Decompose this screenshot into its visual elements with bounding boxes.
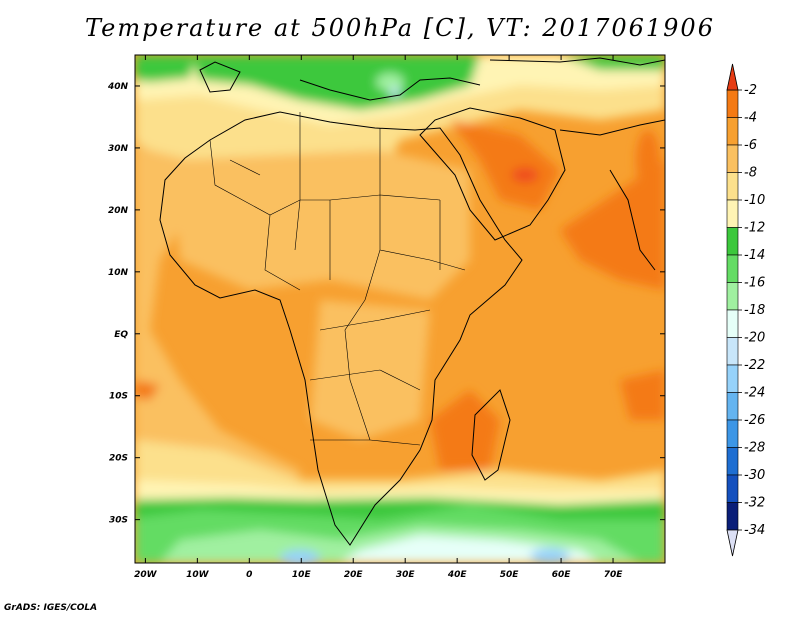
colorbar-segment	[726, 227, 739, 256]
colorbar-label: -10	[744, 193, 765, 208]
temperature-field	[135, 55, 665, 563]
colorbar-label: -28	[744, 441, 765, 456]
longitude-ticks: 20W 10W 0 10E 20E 30E 40E 50E 60E 70E	[134, 55, 623, 580]
latitude-ticks: 40N 30N 20N 10N EQ 10S 20S 30S	[107, 82, 665, 526]
colorbar-segment	[726, 254, 739, 283]
lon-tick-label: 10W	[186, 570, 210, 580]
colorbar-label: -26	[744, 413, 765, 428]
colorbar-bottom-arrow	[726, 529, 739, 557]
colorbar-segment	[726, 199, 739, 228]
lat-tick-label: 30N	[108, 144, 129, 154]
colorbar-label: -6	[744, 138, 757, 153]
lat-tick-label: 10N	[108, 268, 129, 278]
colorbar-segment	[726, 172, 739, 201]
lon-tick-label: 30E	[396, 570, 416, 580]
colorbar-label: -2	[744, 83, 757, 98]
grads-credit: GrADS: IGES/COLA	[4, 603, 98, 613]
colorbar-segment	[726, 502, 739, 531]
plot-frame	[134, 54, 666, 564]
lon-tick-label: 50E	[500, 570, 520, 580]
lon-tick-label: 40E	[447, 570, 468, 580]
colorbar-segment	[726, 144, 739, 173]
map-title: Temperature at 500hPa [C], VT: 201706190…	[85, 14, 715, 42]
colorbar-top-arrow	[726, 63, 739, 91]
lat-tick-label: 20N	[108, 206, 129, 216]
lat-tick-label: EQ	[114, 330, 128, 340]
lat-tick-label: 30S	[109, 516, 128, 526]
colorbar-label: -18	[744, 303, 765, 318]
colorbar-label: -12	[744, 221, 765, 236]
lon-tick-label: 60E	[552, 570, 572, 580]
colorbar-label: -34	[744, 523, 765, 538]
colorbar-label: -22	[744, 358, 765, 373]
colorbar-label: -4	[744, 111, 757, 126]
colorbar-label: -14	[744, 248, 765, 263]
country-borders	[209, 112, 466, 446]
colorbar: -2 -4 -6 -8 -10 -12 -14 -16 -18 -20 -22 -24 -26 -28 -3…	[726, 63, 765, 557]
colorbar-segment	[726, 117, 739, 146]
lon-tick-label: 10E	[292, 570, 312, 580]
colorbar-segment	[726, 309, 739, 338]
colorbar-label: -32	[744, 496, 765, 511]
colorbar-label: -8	[744, 166, 757, 181]
colorbar-segment	[726, 89, 739, 118]
lon-tick-label: 70E	[604, 570, 624, 580]
colorbar-segment	[726, 447, 739, 476]
colorbar-segment	[726, 364, 739, 393]
lat-tick-label: 40N	[107, 82, 129, 92]
lon-tick-label: 20E	[344, 570, 364, 580]
colorbar-segment	[726, 337, 739, 366]
lat-tick-label: 20S	[109, 454, 128, 464]
lon-tick-label: 20W	[134, 570, 158, 580]
colorbar-segment	[726, 419, 739, 448]
colorbar-label: -30	[744, 468, 765, 483]
colorbar-segment	[726, 474, 739, 503]
lat-tick-label: 10S	[109, 392, 128, 402]
colorbar-segment	[726, 282, 739, 311]
colorbar-label: -24	[744, 386, 765, 401]
colorbar-label: -16	[744, 276, 765, 291]
colorbar-segment	[726, 392, 739, 421]
lon-tick-label: 0	[246, 570, 252, 580]
colorbar-label: -20	[744, 331, 765, 346]
coastlines	[159, 57, 665, 546]
